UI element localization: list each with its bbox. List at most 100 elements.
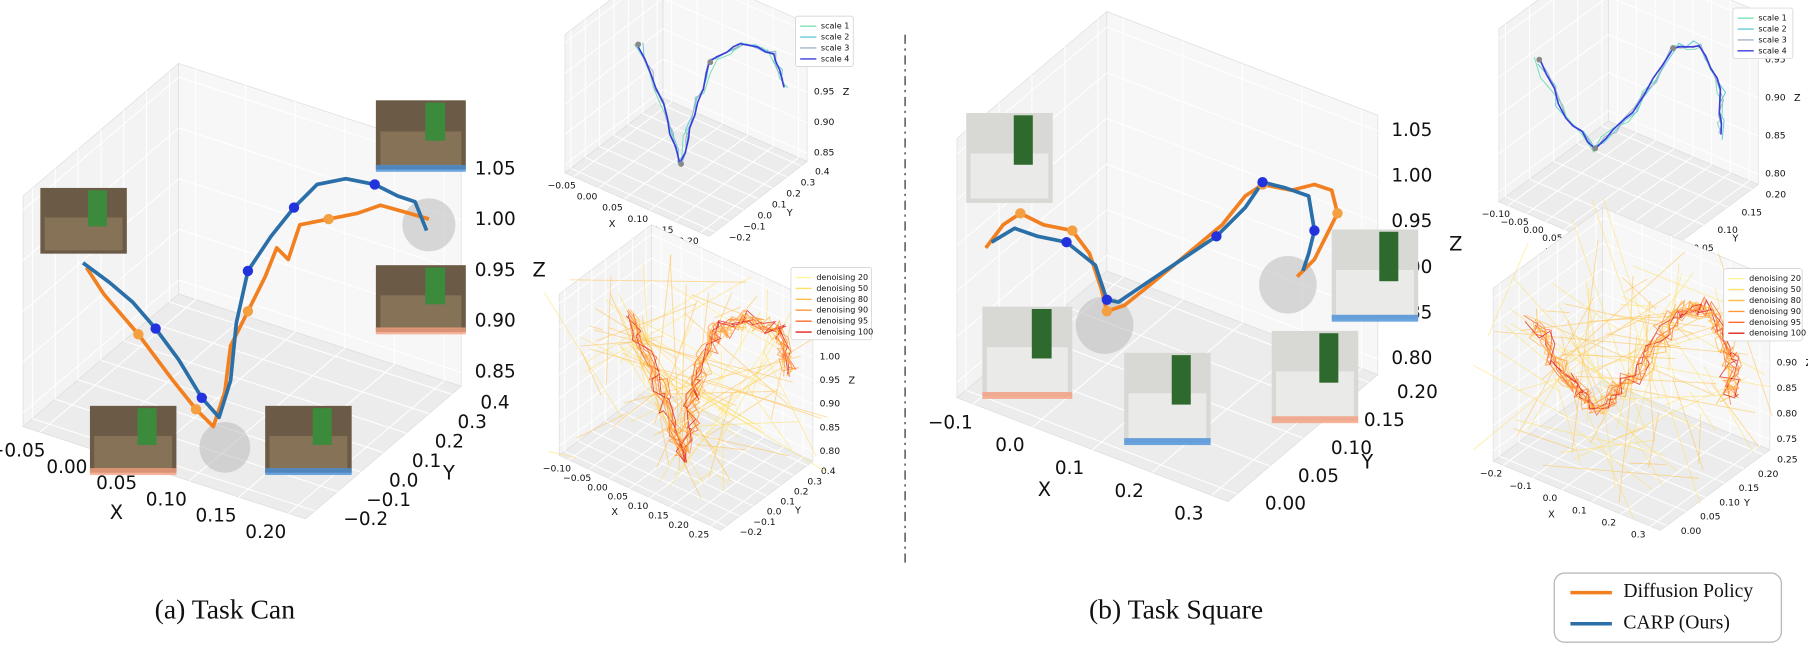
y-tick-label: −0.2 [729,232,751,243]
plot-3d: −0.10−0.050.000.050.100.150.200.250.000.… [1482,0,1801,276]
grid-line [734,0,808,32]
thumbnail-border [1331,314,1419,322]
grid-line [123,340,407,434]
legend-label: denoising 80 [816,295,868,304]
z-tick-label: 1.00 [1391,166,1432,187]
grid-line [558,281,652,352]
legend-label: CARP (Ours) [1623,612,1730,633]
thumbnail-detail [44,217,123,251]
noise-line [680,319,695,349]
grid-line [651,234,814,310]
z-tick-label: 0.75 [1777,434,1798,445]
grid-line [564,28,664,105]
noise-line [1627,275,1634,380]
thumbnail-detail [986,347,1068,393]
noise-line [1664,396,1684,406]
legend-label: denoising 20 [1749,274,1801,283]
diffusion-waypoint [133,329,144,340]
x-tick-label: −0.10 [1482,209,1510,220]
x-tick-label: −0.05 [548,180,576,191]
noise-line [608,327,748,378]
noise-line [1571,218,1646,431]
noise-line [583,276,752,373]
robot-arm [425,102,446,141]
noise-line [714,306,741,319]
noise-line [654,300,698,424]
plot-3d: −0.050.000.050.100.150.20−0.2−0.10.00.10… [0,62,546,543]
legend-label: scale 1 [1758,14,1786,23]
y-tick-label: −0.2 [740,527,762,538]
grid-line [1498,0,1605,78]
grid-line [1106,72,1379,178]
z-tick-label: 1.05 [475,158,516,179]
grid-line [1499,455,1668,527]
noise-line [1510,323,1699,429]
carp-waypoint [1211,231,1222,242]
z-tick-label: 0.80 [820,446,841,457]
diffusion-waypoint [1067,225,1078,236]
grid-line [1553,160,1704,226]
legend-label: denoising 50 [1749,285,1801,294]
noise-line [627,341,717,453]
x-axis-label: X [1038,478,1051,501]
y-tick-label: 0.0 [757,210,772,221]
grid-line [1591,420,1702,503]
noise-line [1561,354,1676,359]
x-tick-label: 0.20 [678,236,699,247]
y-tick-label: 0.20 [1766,190,1787,201]
y-tick-label: 0.2 [435,431,464,452]
noise-line [1551,369,1581,463]
x-tick-label: −0.2 [1480,469,1502,480]
x-tick-label: 0.05 [608,492,629,503]
y-tick-label: 0.3 [458,412,487,433]
trajectory [635,42,785,167]
legend-label: denoising 90 [816,306,868,315]
noise-line [652,391,773,395]
noise-line [653,329,829,437]
grid-line [1492,242,1603,325]
trajectory [1524,303,1740,410]
diffusion-waypoint [1332,208,1343,219]
noise-line [590,325,603,331]
waypoint [1592,145,1599,152]
z-tick-label: 0.95 [1765,54,1786,65]
grid-line [585,156,730,222]
noise-line [715,474,729,485]
waypoint [707,59,714,66]
goal-region [402,198,456,252]
noise-line [642,263,649,344]
z-tick-label: 0.80 [1391,348,1432,369]
noise-line [595,303,698,342]
x-tick-label: 0.05 [96,473,137,494]
waypoint [678,161,685,167]
grid-line [1498,0,1553,40]
noise-line [1703,366,1754,453]
noise-line [683,312,789,405]
legend-label: denoising 100 [1749,329,1806,338]
robot-arm [137,408,157,445]
robot-arm [312,408,332,445]
noise-line [751,324,772,396]
legend-label: denoising 20 [816,273,868,282]
robot-arm [87,190,107,227]
noise-line [669,255,679,420]
thumbnail-detail [380,131,462,167]
diffusion-waypoint [190,404,202,415]
grid-line [956,163,1108,292]
y-tick-label: 0.2 [786,188,801,199]
z-tick-label: 0.90 [475,311,516,332]
y-axis-label: Y [442,461,455,484]
noise-line [1571,239,1599,453]
y-tick-label: 0.15 [1364,410,1405,431]
grid-line [1608,110,1759,175]
y-tick-label: −0.2 [343,509,388,530]
noise-line [1510,308,1635,403]
trajectory [1528,300,1739,416]
x-tick-label: 0.0 [995,435,1024,456]
diffusion-trajectory [84,203,430,429]
y-tick-label: 0.10 [1331,438,1372,459]
x-tick-label: 0.2 [1601,517,1616,528]
carp-waypoint [1309,225,1320,236]
